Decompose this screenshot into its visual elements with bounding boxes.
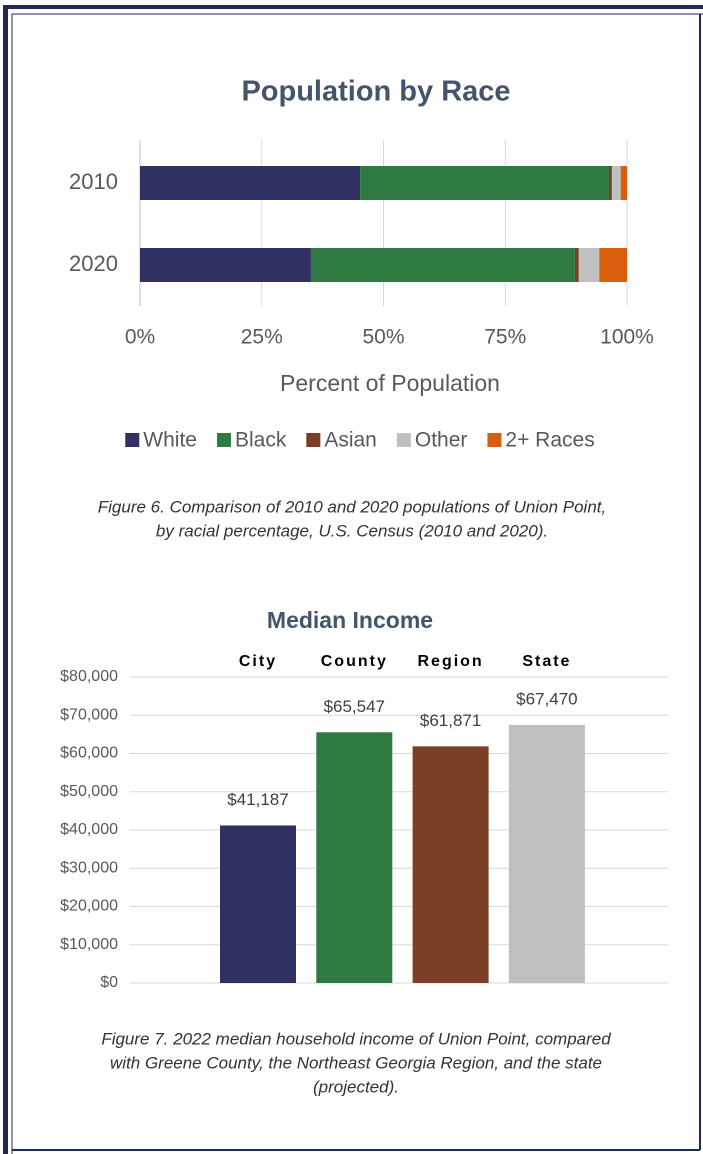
x-tick-label: 0% bbox=[125, 326, 155, 349]
figure-caption: Figure 7. 2022 median household income o… bbox=[101, 1029, 611, 1048]
bar-segment bbox=[360, 166, 609, 200]
bar-segment bbox=[140, 166, 361, 200]
legend-label: Other bbox=[415, 429, 468, 452]
legend-swatch bbox=[396, 433, 411, 447]
bar bbox=[412, 746, 489, 983]
bar-segment bbox=[599, 248, 627, 282]
value-label: $65,547 bbox=[324, 697, 385, 716]
top-border bbox=[3, 5, 703, 9]
bar-segment bbox=[578, 248, 600, 282]
y-tick-label: $40,000 bbox=[60, 821, 118, 838]
y-tick-label: $60,000 bbox=[60, 745, 118, 762]
legend-label: 2+ Races bbox=[505, 429, 594, 452]
legend-swatch bbox=[306, 433, 321, 447]
legend-swatch bbox=[125, 433, 140, 447]
value-label: $67,470 bbox=[516, 689, 577, 708]
y-tick-label: $70,000 bbox=[60, 706, 118, 723]
x-tick-label: 25% bbox=[241, 326, 283, 349]
legend-label: White bbox=[143, 429, 197, 452]
y-tick-label: $20,000 bbox=[60, 898, 118, 915]
x-tick-label: 100% bbox=[600, 326, 654, 349]
y-tick-label: $0 bbox=[100, 974, 118, 991]
category-label: Region bbox=[417, 653, 483, 670]
bar-segment bbox=[611, 166, 621, 200]
y-tick-label: $10,000 bbox=[60, 936, 118, 953]
bar bbox=[508, 724, 585, 983]
value-label: $61,871 bbox=[420, 711, 481, 730]
legend-swatch bbox=[216, 433, 231, 447]
y-tick-label: 2010 bbox=[69, 169, 118, 194]
bar bbox=[220, 825, 296, 983]
legend-label: Black bbox=[235, 429, 287, 452]
y-tick-label: 2020 bbox=[69, 251, 118, 276]
y-tick-label: $80,000 bbox=[60, 668, 118, 685]
x-tick-label: 75% bbox=[484, 326, 526, 349]
category-label: City bbox=[239, 653, 277, 670]
category-label: State bbox=[522, 653, 571, 670]
bar-segment bbox=[310, 248, 575, 282]
figure-caption: (projected). bbox=[313, 1077, 399, 1096]
x-tick-label: 50% bbox=[362, 326, 404, 349]
x-axis-label: Percent of Population bbox=[280, 370, 500, 396]
bar-segment bbox=[608, 166, 612, 200]
legend-swatch bbox=[487, 433, 502, 447]
value-label: $41,187 bbox=[227, 790, 288, 809]
bar-segment bbox=[140, 248, 311, 282]
legend-label: Asian bbox=[324, 429, 377, 452]
bar bbox=[316, 732, 393, 983]
y-tick-label: $30,000 bbox=[60, 859, 118, 876]
bar-segment bbox=[620, 166, 627, 200]
left-border bbox=[3, 5, 8, 1154]
chart-title: Median Income bbox=[267, 607, 433, 633]
figure-caption: Figure 6. Comparison of 2010 and 2020 po… bbox=[98, 497, 606, 516]
figure-caption: with Greene County, the Northeast Georgi… bbox=[110, 1053, 602, 1072]
figure-caption: by racial percentage, U.S. Census (2010 … bbox=[156, 521, 548, 540]
chart-title: Population by Race bbox=[241, 76, 510, 108]
category-label: County bbox=[321, 653, 388, 670]
bar-segment bbox=[574, 248, 579, 282]
y-tick-label: $50,000 bbox=[60, 783, 118, 800]
